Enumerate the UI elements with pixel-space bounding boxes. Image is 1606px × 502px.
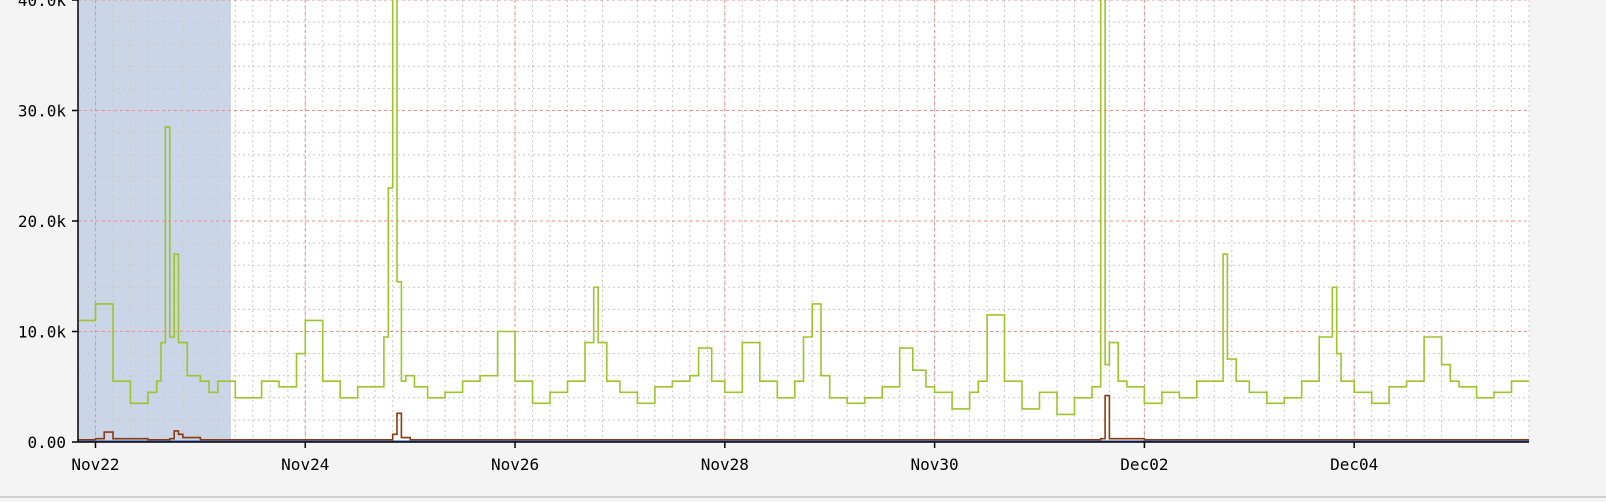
x-tick-label: Nov28	[701, 455, 749, 474]
y-tick-label: 0.00	[27, 433, 66, 452]
series-green-line	[78, 0, 1529, 416]
x-tick-label: Nov22	[71, 455, 119, 474]
x-tick-label: Dec02	[1120, 455, 1168, 474]
x-tick-label: Nov30	[911, 455, 959, 474]
x-tick-label: Dec04	[1330, 455, 1378, 474]
x-tick-label: Nov24	[281, 455, 329, 474]
y-tick-label: 30.0k	[18, 102, 67, 121]
x-tick-label: Nov26	[491, 455, 539, 474]
series-brown-line	[78, 394, 1529, 441]
y-tick-label: 40.0k	[18, 0, 67, 10]
y-tick-label: 20.0k	[18, 212, 67, 231]
y-tick-label: 10.0k	[18, 323, 67, 342]
